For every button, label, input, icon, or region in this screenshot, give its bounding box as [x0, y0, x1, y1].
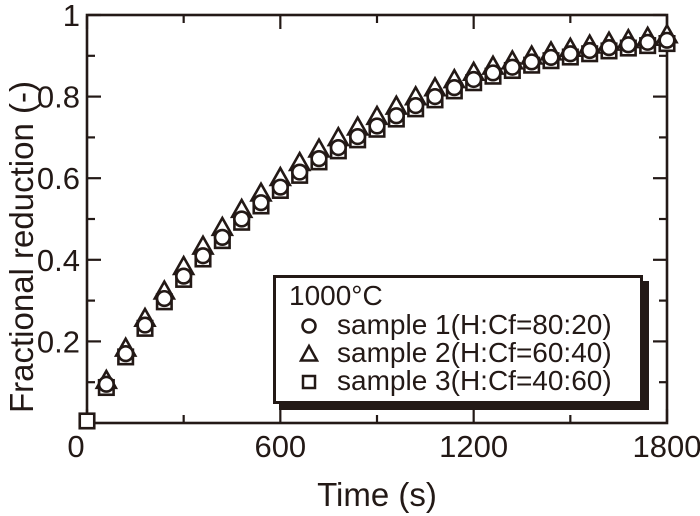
y-axis-title: Fractional reduction (-)	[3, 81, 40, 413]
x-tick-label: 1200	[439, 429, 508, 464]
legend-item-label: sample 2(H:Cf=60:40)	[337, 337, 612, 368]
square-marker-icon	[289, 370, 329, 392]
legend-item-sample-3: sample 3(H:Cf=40:60)	[289, 367, 640, 395]
y-tick-labels: 0.2 0.4 0.6 0.8 1	[37, 0, 80, 359]
y-tick-label: 0.2	[37, 324, 80, 359]
x-tick-label: 0	[67, 429, 84, 464]
y-tick-label: 0.6	[37, 161, 80, 196]
x-tick-labels: 0 600 1200 1800	[67, 429, 700, 464]
series-circle	[97, 31, 676, 393]
x-tick-label: 1800	[633, 429, 700, 464]
legend-item-label: sample 1(H:Cf=80:20)	[337, 309, 612, 340]
legend-box: 1000°C sample 1(H:Cf=80:20) sample 2(H:C…	[273, 275, 643, 404]
legend-title: 1000°C	[289, 280, 383, 311]
plot-frame	[85, 13, 669, 425]
axis-ticks	[85, 13, 669, 422]
legend-item-sample-1: sample 1(H:Cf=80:20)	[289, 311, 640, 339]
y-tick-label: 0.8	[37, 80, 80, 115]
triangle-marker-icon	[289, 342, 329, 364]
y-tick-label: 0.4	[37, 243, 80, 278]
x-axis-title: Time (s)	[317, 476, 437, 513]
legend-item-label: sample 3(H:Cf=40:60)	[337, 365, 612, 396]
x-tick-label: 600	[254, 429, 306, 464]
circle-marker-icon	[289, 314, 329, 336]
legend-item-sample-2: sample 2(H:Cf=60:40)	[289, 339, 640, 367]
y-tick-label: 1	[63, 0, 80, 33]
